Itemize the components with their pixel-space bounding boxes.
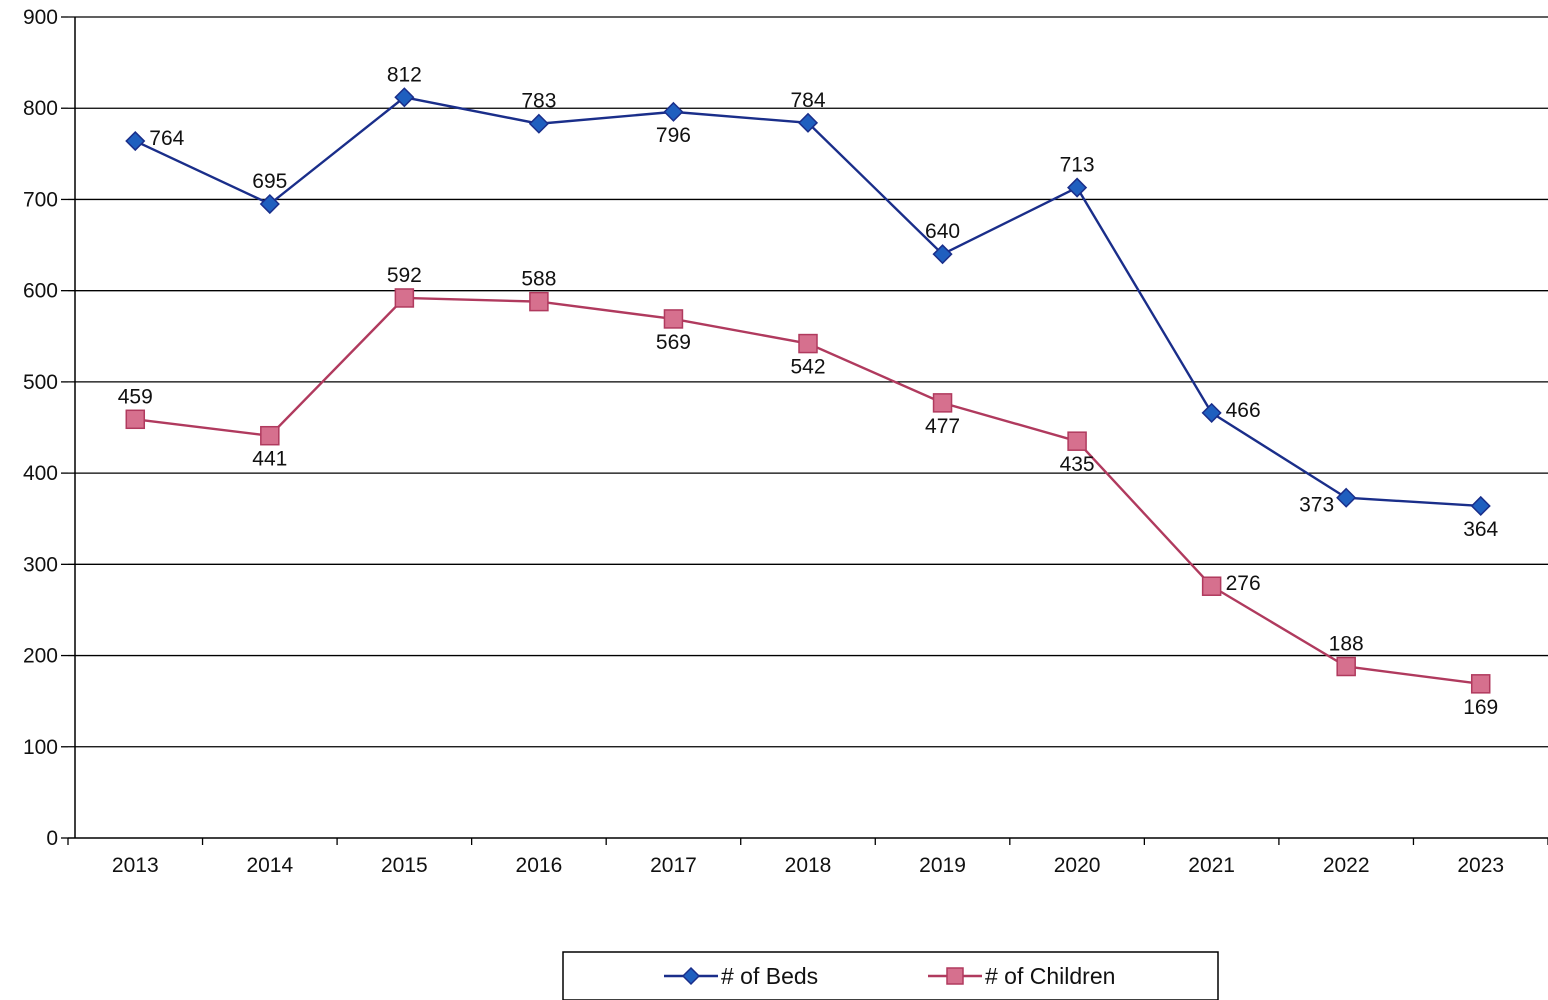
x-tick-label: 2013 [112, 854, 159, 877]
beds-point-marker [394, 87, 415, 108]
beds-data-label: 764 [149, 127, 184, 150]
beds-point-marker [125, 131, 146, 152]
y-tick-label: 700 [23, 188, 58, 211]
y-tick-label: 900 [23, 6, 58, 29]
beds-data-label: 373 [1299, 494, 1334, 517]
beds-data-label: 796 [656, 124, 691, 147]
x-tick-label: 2019 [919, 854, 966, 877]
children-data-label: 188 [1329, 633, 1364, 656]
legend: # of Beds # of Children [562, 951, 1219, 1000]
children-data-label: 435 [1060, 453, 1095, 476]
beds-point-marker [663, 101, 684, 122]
children-point-marker [1336, 656, 1356, 677]
children-data-label: 441 [252, 448, 287, 471]
x-tick-label: 2018 [785, 854, 832, 877]
gridlines [68, 16, 1548, 748]
children-data-label: 459 [118, 385, 153, 408]
axes: 0 100 200 300 400 500 600 700 800 900 2013 2014 2015… [23, 6, 1548, 877]
y-tick-label: 600 [23, 280, 58, 303]
children-point-marker [529, 291, 549, 312]
children-data-label: 569 [656, 331, 691, 354]
beds-series-line [134, 95, 1481, 508]
x-tick-label: 2015 [381, 854, 428, 877]
children-data-label: 169 [1463, 696, 1498, 719]
legend-children-label: # of Children [985, 963, 1115, 989]
children-data-label: 592 [387, 264, 422, 287]
children-point-marker [798, 333, 818, 354]
series-lines [134, 95, 1481, 686]
x-tick-label: 2023 [1457, 854, 1504, 877]
beds-data-label: 695 [252, 170, 287, 193]
children-point-marker [663, 309, 684, 329]
x-tick-label: 2021 [1188, 854, 1235, 877]
children-point-marker [260, 425, 280, 446]
y-tick-label: 300 [23, 553, 58, 576]
x-tick-label: 2022 [1323, 854, 1370, 877]
children-data-label: 542 [790, 356, 825, 379]
x-tick-label: 2017 [650, 854, 697, 877]
series-markers [125, 87, 1491, 694]
beds-point-marker [797, 112, 819, 133]
data-labels: 764 695 812 783 796 784 640 713 466 373 364 459 441 5… [118, 63, 1499, 719]
beds-data-label: 364 [1463, 518, 1498, 541]
y-tick-label: 400 [23, 462, 58, 485]
beds-data-label: 713 [1060, 154, 1095, 177]
y-tick-label: 500 [23, 371, 58, 394]
beds-data-label: 640 [925, 220, 960, 243]
y-tick-label: 0 [46, 827, 58, 850]
legend-square-icon [946, 967, 964, 985]
children-point-marker [125, 409, 146, 430]
x-tick-label: 2016 [516, 854, 563, 877]
beds-point-marker [1201, 402, 1222, 423]
children-point-marker [1067, 431, 1087, 451]
beds-point-marker [528, 113, 549, 134]
y-tick-label: 200 [23, 645, 58, 668]
beds-data-label: 783 [521, 90, 556, 113]
x-tick-label: 2014 [246, 854, 293, 877]
children-data-label: 588 [521, 268, 556, 291]
y-tick-label: 100 [23, 736, 58, 759]
y-tick-label: 800 [23, 97, 58, 120]
legend-box [562, 951, 1219, 1000]
beds-point-marker [932, 244, 953, 265]
beds-point-marker [1470, 495, 1491, 517]
beds-point-marker [259, 193, 280, 215]
beds-point-marker [1067, 177, 1088, 198]
legend-diamond-icon [681, 966, 701, 986]
children-point-marker [394, 288, 415, 308]
children-point-marker [1470, 674, 1491, 694]
x-tick-label: 2020 [1054, 854, 1101, 877]
beds-data-label: 812 [387, 63, 422, 86]
children-data-label: 477 [925, 415, 960, 438]
children-point-marker [1201, 576, 1222, 596]
legend-beds-label: # of Beds [721, 963, 818, 989]
children-data-label: 276 [1226, 572, 1261, 595]
beds-data-label: 466 [1226, 399, 1261, 422]
beds-data-label: 784 [790, 89, 825, 112]
beds-point-marker [1336, 487, 1357, 508]
children-point-marker [932, 393, 953, 413]
